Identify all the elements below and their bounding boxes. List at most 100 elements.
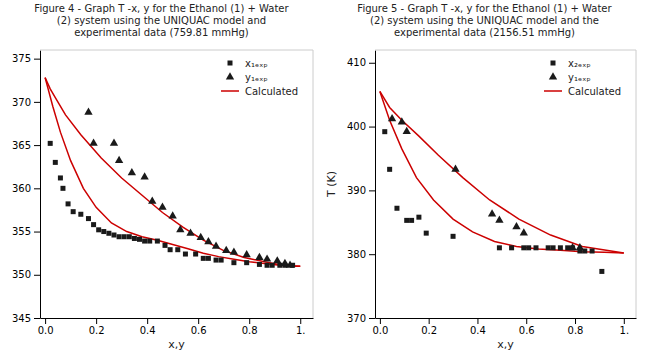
point [387, 167, 392, 172]
point [568, 243, 576, 250]
tick-label: 0.6 [191, 325, 207, 336]
axis-domain [41, 318, 314, 319]
point [520, 228, 528, 235]
point [48, 141, 53, 146]
tick: 360 [12, 183, 40, 194]
legend-label: x₁ₑₓₚ [245, 58, 268, 69]
point [84, 107, 92, 114]
point [409, 218, 414, 223]
point [168, 247, 173, 252]
tick-mark [575, 318, 576, 324]
tick: 345 [12, 313, 40, 324]
point [155, 239, 160, 244]
point [265, 263, 270, 268]
point [175, 247, 180, 252]
point [137, 237, 142, 242]
plot-frame [375, 50, 636, 51]
legend-label: x₂ₑₓₚ [568, 58, 591, 69]
point [158, 203, 166, 210]
title: Figure 5 - Graph T -x, y for the Ethanol… [357, 3, 612, 38]
tick-label: 0.8 [242, 325, 258, 336]
tick-label: 0.0 [372, 325, 388, 336]
point [398, 117, 406, 124]
tick-mark [369, 190, 375, 191]
point [111, 233, 116, 238]
legend-label: Calculated [568, 86, 621, 97]
point [576, 243, 584, 250]
tick-mark [526, 318, 527, 324]
tick-mark [477, 318, 478, 324]
point [96, 227, 101, 232]
tick: 0.8 [568, 318, 584, 336]
point [206, 256, 211, 261]
y-axis: 345 350 355 360 365 370 375 [12, 51, 41, 324]
point [106, 231, 111, 236]
point [263, 254, 271, 261]
tick-mark [147, 318, 148, 324]
point [201, 256, 206, 261]
point [169, 211, 177, 218]
y-axis-title: T (K) [325, 171, 338, 198]
tick: 350 [12, 269, 40, 280]
legend-label: Calculated [245, 86, 298, 97]
tick-label: 0.6 [519, 325, 535, 336]
point-group [382, 129, 604, 274]
point [551, 245, 556, 250]
tick-label: 0.4 [140, 325, 156, 336]
tick-label: 0.8 [568, 325, 584, 336]
point [101, 229, 106, 234]
point [197, 233, 205, 240]
legend-item: Calculated [544, 86, 621, 97]
tick-mark [34, 275, 40, 276]
tick: 375 [12, 53, 40, 64]
tick-label: 0.4 [470, 325, 486, 336]
legend-swatch [551, 61, 556, 66]
tick: 355 [12, 226, 40, 237]
point [204, 237, 212, 244]
point [230, 247, 238, 254]
point [558, 245, 563, 250]
tick-mark [429, 318, 430, 324]
tick: 0.6 [191, 318, 207, 336]
tick: 380 [347, 249, 375, 260]
tick-mark [369, 127, 375, 128]
point [115, 156, 123, 163]
point [526, 245, 531, 250]
legend-swatch [221, 90, 239, 92]
point [53, 160, 58, 165]
legend-swatch [549, 72, 557, 79]
axis-domain [376, 318, 637, 319]
point [58, 175, 63, 180]
plot-area [45, 78, 300, 268]
tick-label: 410 [347, 57, 366, 68]
x-axis-title: x,y [497, 338, 514, 351]
tick-label: 0.0 [38, 325, 54, 336]
tick-mark [34, 318, 40, 319]
plot-frame [40, 50, 313, 51]
x-axis-title: x,y [168, 338, 185, 351]
point [404, 218, 409, 223]
tick: 365 [12, 140, 40, 151]
tick-label: 370 [12, 97, 31, 108]
tick-label: 1. [296, 325, 306, 336]
tick: 410 [347, 57, 375, 68]
legend-label: y₁ₑₓₚ [245, 72, 268, 83]
tick: 0.6 [519, 318, 535, 336]
axis-domain [40, 51, 41, 319]
line [380, 91, 624, 252]
point [599, 269, 604, 274]
point [451, 234, 456, 239]
point [286, 260, 294, 267]
tick-label: 360 [12, 183, 31, 194]
x-axis: 0.00.20.40.60.81. [372, 318, 636, 336]
tick-mark [300, 318, 301, 324]
point [91, 222, 96, 227]
legend-swatch [226, 72, 234, 79]
point [214, 258, 219, 263]
axis-domain [375, 51, 376, 319]
point [495, 216, 503, 223]
point [110, 139, 118, 146]
point [193, 252, 198, 257]
tick-label: 370 [347, 313, 366, 324]
tick-label: 1. [620, 325, 630, 336]
